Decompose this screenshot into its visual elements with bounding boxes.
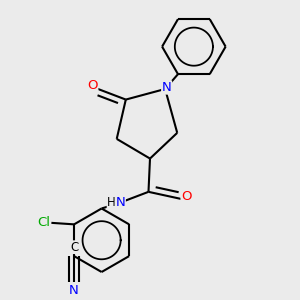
Text: N: N bbox=[116, 196, 125, 209]
Text: Cl: Cl bbox=[37, 216, 50, 229]
Text: O: O bbox=[87, 80, 98, 92]
Text: O: O bbox=[181, 190, 191, 203]
Text: N: N bbox=[162, 81, 172, 94]
Text: N: N bbox=[69, 284, 79, 297]
Text: C: C bbox=[70, 241, 78, 254]
Text: H: H bbox=[107, 196, 116, 209]
